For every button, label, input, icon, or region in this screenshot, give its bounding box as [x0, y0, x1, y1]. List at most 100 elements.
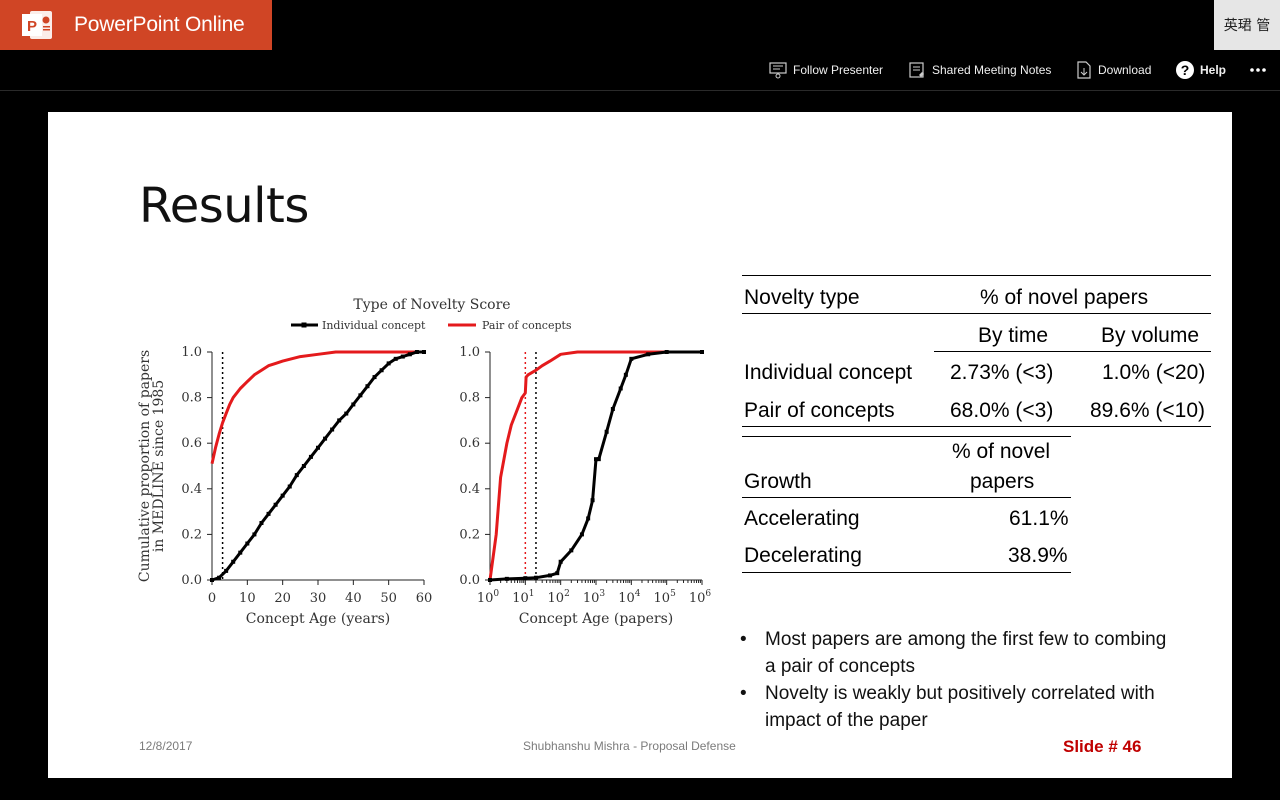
series-pair-panel1	[210, 350, 424, 465]
x-tick-label: 10	[239, 591, 256, 606]
series-individual-panel1-point	[280, 493, 285, 498]
novelty-type-header: Novelty type	[744, 286, 860, 309]
growth-row-value: 61.1%	[1009, 507, 1069, 530]
series-individual-panel2-point	[594, 457, 598, 462]
x-tick-label: 0	[208, 591, 216, 606]
help-button[interactable]: ? Help	[1175, 59, 1226, 81]
y-tick-label: 0.2	[181, 527, 202, 542]
series-individual-panel1-point	[422, 350, 426, 354]
table-rule	[742, 313, 1211, 314]
x-tick-label: 30	[310, 591, 327, 606]
series-individual-panel1-point	[386, 361, 391, 366]
percent-novel-header: % of novel papers	[980, 286, 1149, 309]
row-by-volume: 89.6% (<10)	[1090, 399, 1205, 422]
growth-row-value: 38.9%	[1008, 544, 1068, 567]
x-tick-label: 104	[618, 589, 641, 606]
series-individual-panel1-point	[316, 445, 320, 450]
series-individual-panel2-point	[558, 559, 563, 564]
download-icon	[1077, 61, 1091, 79]
download-label: Download	[1098, 63, 1152, 77]
series-individual-panel1-point	[266, 511, 271, 516]
footer-author: Shubhanshu Mishra - Proposal Defense	[523, 739, 736, 753]
footer-date: 12/8/2017	[139, 739, 193, 753]
legend-label-pair: Pair of concepts	[482, 319, 572, 332]
x-tick-label: 40	[345, 591, 362, 606]
row-by-time: 2.73% (<3)	[950, 361, 1054, 384]
x-tick-label: 101	[512, 589, 534, 606]
table-rule	[742, 572, 1071, 573]
y-tick-label: 0.0	[181, 573, 202, 588]
y-tick-label: 0.8	[181, 391, 202, 406]
notes-icon	[909, 62, 924, 78]
series-individual-panel1-point	[294, 473, 299, 478]
ellipsis-icon	[1250, 68, 1266, 72]
y-tick-label: 1.0	[459, 345, 480, 360]
more-options-button[interactable]	[1248, 59, 1270, 81]
series-individual-panel2-point	[618, 386, 623, 391]
row-by-volume: 1.0% (<20)	[1102, 361, 1206, 384]
by-volume-header: By volume	[1101, 324, 1200, 347]
by-time-header: By time	[978, 324, 1049, 347]
top-bar: P PowerPoint Online 英珺 管	[0, 0, 1280, 50]
series-individual-panel2-point	[629, 356, 634, 361]
x-tick-label: 106	[689, 589, 712, 606]
table-rule	[742, 426, 1211, 427]
series-individual-panel1-point	[323, 436, 328, 441]
follow-presenter-button[interactable]: Follow Presenter	[768, 59, 883, 81]
series-individual-panel1-point	[224, 568, 229, 573]
row-by-time: 68.0% (<3)	[950, 399, 1054, 422]
shared-meeting-notes-label: Shared Meeting Notes	[932, 63, 1052, 77]
series-individual-panel1-point	[287, 484, 292, 489]
series-individual-panel1-point	[245, 541, 250, 546]
series-individual-panel1-point	[372, 375, 377, 380]
series-individual-panel2-point	[610, 407, 615, 411]
table-rule	[742, 436, 1071, 437]
bullet-list: Most papers are among the first few to c…	[740, 626, 1180, 734]
help-label: Help	[1200, 63, 1227, 77]
bullet-item: Most papers are among the first few to c…	[740, 626, 1180, 680]
series-individual-panel1-point	[358, 393, 363, 398]
series-individual-panel1-point	[337, 418, 342, 423]
powerpoint-logo-icon: P	[20, 7, 56, 43]
shared-meeting-notes-button[interactable]: Shared Meeting Notes	[907, 59, 1051, 81]
series-individual-panel1-point	[231, 559, 236, 564]
growth-row-label: Decelerating	[744, 544, 862, 567]
follow-presenter-label: Follow Presenter	[793, 63, 884, 77]
series-individual-panel2-point	[590, 498, 595, 503]
series-pair-panel2	[488, 350, 702, 581]
row-label: Pair of concepts	[744, 399, 895, 422]
growth-row-label: Accelerating	[744, 507, 860, 530]
footer-slide-number: Slide # 46	[1063, 737, 1142, 756]
series-individual-panel1-point	[308, 454, 313, 459]
series-individual-panel2-point	[523, 576, 528, 581]
series-individual-panel1-point	[301, 464, 306, 468]
series-individual-panel2-point	[533, 575, 538, 580]
series-individual-panel2-point	[488, 578, 492, 582]
app-title: PowerPoint Online	[74, 13, 245, 36]
series-individual-panel2-point	[569, 548, 574, 553]
series-individual-panel2-point	[548, 573, 553, 578]
series-individual-panel1-point	[259, 521, 264, 525]
x-tick-label: 100	[477, 589, 500, 606]
series-individual-panel1-point	[414, 350, 419, 354]
growth-header: Growth	[744, 470, 812, 493]
x-tick-label: 103	[583, 589, 606, 606]
chart-title: Type of Novelty Score	[353, 297, 510, 313]
series-individual-panel1-point	[407, 352, 412, 357]
y-tick-label: 1.0	[181, 345, 202, 360]
y-tick-label: 0.8	[459, 391, 480, 406]
y-tick-label: 0.0	[459, 573, 480, 588]
user-account-button[interactable]: 英珺 管	[1214, 0, 1280, 50]
series-individual-panel1-point	[252, 532, 257, 537]
svg-text:P: P	[27, 18, 37, 35]
table-rule	[934, 351, 1211, 352]
y-tick-label: 0.4	[181, 482, 202, 497]
row-label: Individual concept	[744, 361, 913, 384]
growth-value-header-line2: papers	[970, 470, 1035, 493]
download-button[interactable]: Download	[1075, 59, 1151, 81]
x-tick-label: 50	[380, 591, 397, 606]
y-tick-label: 0.4	[459, 482, 480, 497]
legend-label-individual: Individual concept	[322, 319, 426, 332]
y-tick-label: 0.6	[181, 436, 202, 451]
app-badge[interactable]: P PowerPoint Online	[0, 0, 272, 50]
